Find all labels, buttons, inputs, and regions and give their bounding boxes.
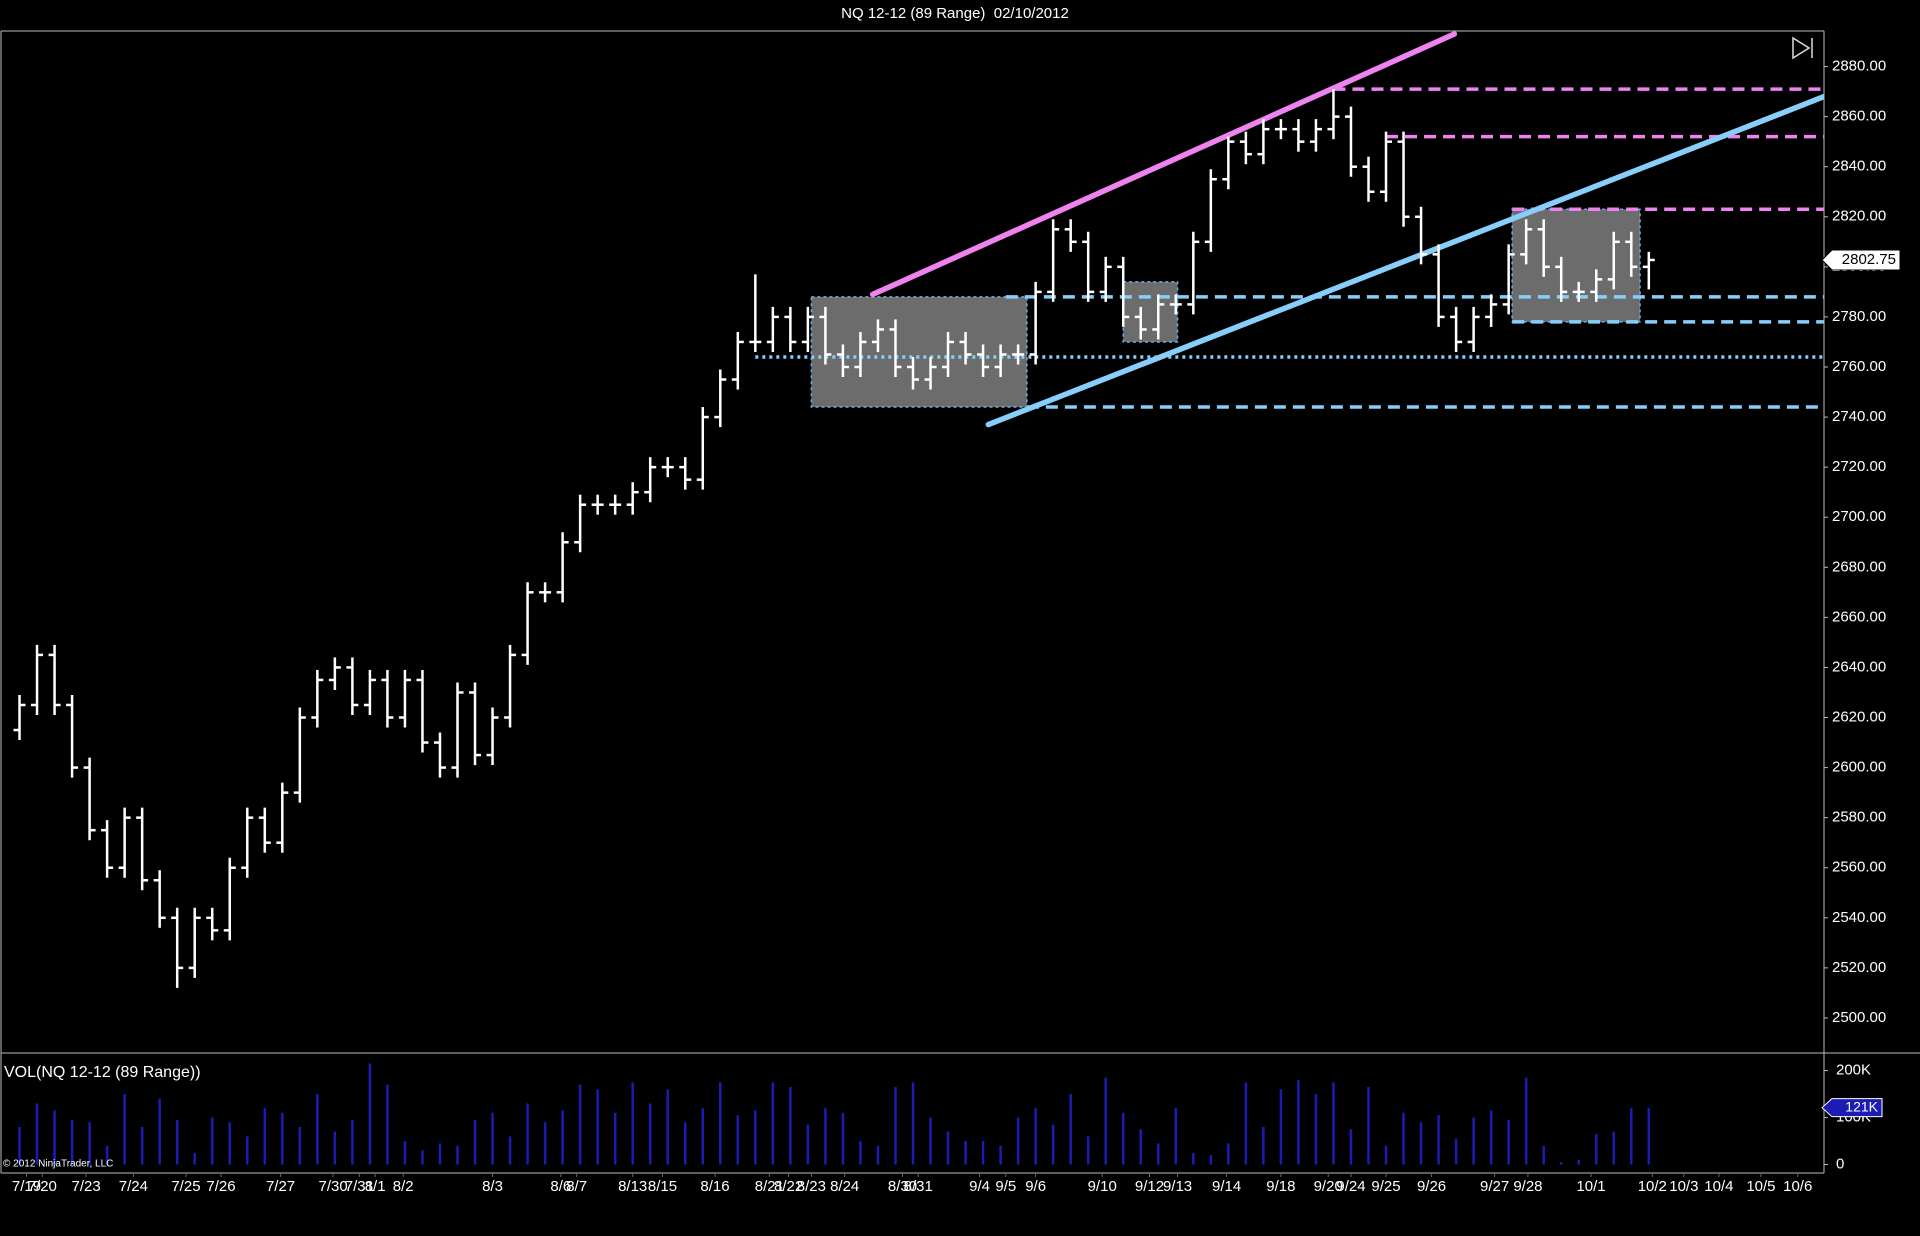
last-price-label: 2802.75 bbox=[1842, 251, 1896, 268]
y-tick-label: 2660.00 bbox=[1832, 608, 1886, 625]
x-tick-label: 8/2 bbox=[393, 1178, 414, 1195]
x-tick-label: 8/24 bbox=[830, 1178, 859, 1195]
x-tick-label: 8/1 bbox=[365, 1178, 386, 1195]
x-tick-label: 8/31 bbox=[904, 1178, 933, 1195]
y-tick-label: 2500.00 bbox=[1832, 1009, 1886, 1026]
last-volume-marker bbox=[1821, 1098, 1883, 1118]
x-tick-label: 8/13 bbox=[618, 1178, 647, 1195]
x-tick-label: 9/6 bbox=[1025, 1178, 1046, 1195]
x-tick-label: 10/2 bbox=[1638, 1178, 1667, 1195]
volume-panel-title: VOL(NQ 12-12 (89 Range)) bbox=[4, 1064, 201, 1081]
x-tick-label: 9/18 bbox=[1266, 1178, 1295, 1195]
x-tick-label: 10/5 bbox=[1746, 1178, 1775, 1195]
x-tick-label: 8/15 bbox=[648, 1178, 677, 1195]
zone-rectangle bbox=[1511, 208, 1641, 323]
x-tick-label: 9/4 bbox=[969, 1178, 990, 1195]
x-tick-label: 7/31 bbox=[345, 1178, 374, 1195]
x-tick-label: 7/23 bbox=[71, 1178, 100, 1195]
y-tick-label: 2820.00 bbox=[1832, 208, 1886, 225]
volume-bars bbox=[18, 1063, 1651, 1165]
trend-line bbox=[985, 93, 1824, 428]
x-tick-label: 9/27 bbox=[1480, 1178, 1509, 1195]
x-tick-label: 9/12 bbox=[1135, 1178, 1164, 1195]
y-tick-label: 2760.00 bbox=[1832, 358, 1886, 375]
x-tick-label: 9/24 bbox=[1336, 1178, 1365, 1195]
x-tick-label: 7/19 bbox=[12, 1178, 41, 1195]
zone-rectangle bbox=[1122, 281, 1179, 343]
x-tick-label: 8/6 bbox=[550, 1178, 571, 1195]
x-tick-label: 8/16 bbox=[700, 1178, 729, 1195]
x-tick-label: 9/10 bbox=[1088, 1178, 1117, 1195]
x-tick-label: 7/20 bbox=[28, 1178, 57, 1195]
trend-line bbox=[869, 31, 1458, 298]
y-tick-label: 2840.00 bbox=[1832, 158, 1886, 175]
x-tick-label: 8/23 bbox=[797, 1178, 826, 1195]
x-tick-label: 8/21 bbox=[755, 1178, 784, 1195]
x-tick-label: 10/6 bbox=[1783, 1178, 1812, 1195]
chart-title: NQ 12-12 (89 Range) 02/10/2012 bbox=[841, 5, 1069, 22]
x-tick-label: 10/3 bbox=[1669, 1178, 1698, 1195]
go-to-end-button[interactable] bbox=[1792, 36, 1813, 60]
zone-rectangle bbox=[810, 296, 1028, 408]
x-tick-label: 9/25 bbox=[1371, 1178, 1400, 1195]
copyright: © 2012 NinjaTrader, LLC bbox=[3, 1159, 113, 1170]
x-tick-label: 9/28 bbox=[1513, 1178, 1542, 1195]
x-tick-label: 8/3 bbox=[482, 1178, 503, 1195]
x-tick-label: 9/14 bbox=[1212, 1178, 1241, 1195]
y-tick-label: 2560.00 bbox=[1832, 859, 1886, 876]
y-tick-label: 2860.00 bbox=[1832, 108, 1886, 125]
x-tick-label: 10/4 bbox=[1704, 1178, 1733, 1195]
last-volume-label: 121K bbox=[1845, 1098, 1878, 1114]
y-tick-label: 2520.00 bbox=[1832, 959, 1886, 976]
play-icon[interactable] bbox=[1792, 36, 1811, 60]
x-tick-label: 10/1 bbox=[1576, 1178, 1605, 1195]
price-bars bbox=[13, 89, 1655, 988]
x-tick-label: 7/25 bbox=[171, 1178, 200, 1195]
y-tick-label: 2540.00 bbox=[1832, 909, 1886, 926]
axes: 2500.00 2520.00 2540.00 2560.00 2580.00 2600.… bbox=[12, 58, 1886, 1195]
y-tick-label: 2740.00 bbox=[1832, 408, 1886, 425]
y-tick-label: 2620.00 bbox=[1832, 708, 1886, 725]
y-tick-label: 2600.00 bbox=[1832, 759, 1886, 776]
last-price-marker bbox=[1821, 249, 1901, 271]
volume-tick-label: 200K bbox=[1836, 1062, 1871, 1079]
x-tick-label: 9/13 bbox=[1163, 1178, 1192, 1195]
x-tick-label: 8/30 bbox=[888, 1178, 917, 1195]
x-tick-label: 9/20 bbox=[1314, 1178, 1343, 1195]
drawing-objects bbox=[755, 31, 1824, 428]
y-tick-label: 2780.00 bbox=[1832, 308, 1886, 325]
x-tick-label: 7/30 bbox=[319, 1178, 348, 1195]
y-tick-label: 2700.00 bbox=[1832, 508, 1886, 525]
y-tick-label: 2580.00 bbox=[1832, 809, 1886, 826]
x-tick-label: 9/5 bbox=[995, 1178, 1016, 1195]
x-tick-label: 9/26 bbox=[1417, 1178, 1446, 1195]
x-tick-label: 7/26 bbox=[206, 1178, 235, 1195]
x-tick-label: 7/27 bbox=[266, 1178, 295, 1195]
x-tick-label: 8/7 bbox=[566, 1178, 587, 1195]
x-tick-label: 8/22 bbox=[774, 1178, 803, 1195]
y-tick-label: 2680.00 bbox=[1832, 558, 1886, 575]
y-tick-label: 2640.00 bbox=[1832, 658, 1886, 675]
volume-tick-label: 0 bbox=[1836, 1156, 1844, 1173]
x-tick-label: 7/24 bbox=[119, 1178, 148, 1195]
y-tick-label: 2880.00 bbox=[1832, 58, 1886, 75]
y-tick-label: 2720.00 bbox=[1832, 458, 1886, 475]
axis-markers: 2802.75 121K bbox=[1821, 249, 1901, 1118]
